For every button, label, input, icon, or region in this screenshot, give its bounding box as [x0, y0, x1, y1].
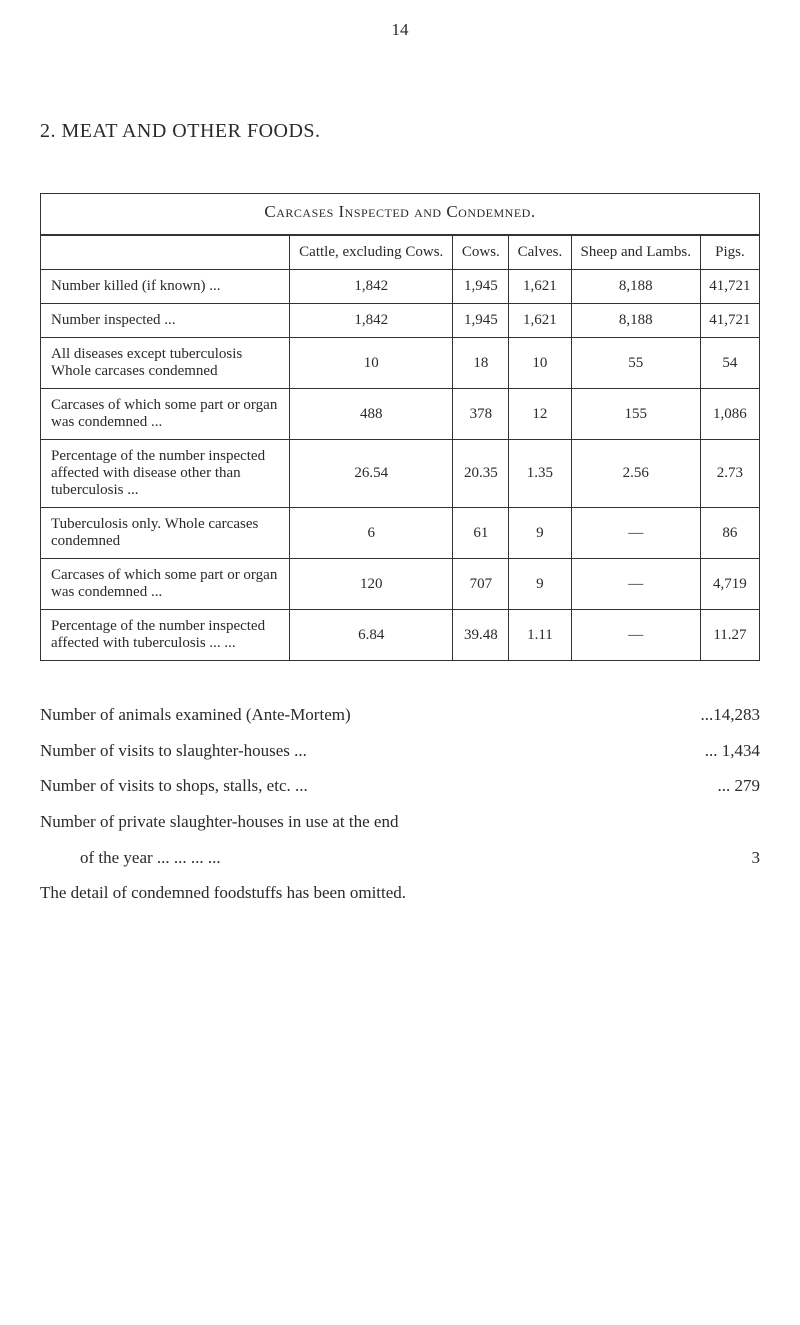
- summary-value: ... 1,434: [690, 733, 760, 769]
- col-header-pigs: Pigs.: [700, 236, 759, 270]
- cell: 10: [509, 338, 571, 389]
- cell: 120: [290, 559, 453, 610]
- summary-label: Number of animals examined (Ante-Mortem): [40, 697, 690, 733]
- cell: 12: [509, 389, 571, 440]
- cell: 1,086: [700, 389, 759, 440]
- cell: 4,719: [700, 559, 759, 610]
- row-label: Carcases of which some part or organ was…: [41, 389, 290, 440]
- cell: 39.48: [453, 610, 509, 661]
- summary-row: Number of animals examined (Ante-Mortem)…: [40, 697, 760, 733]
- cell: 707: [453, 559, 509, 610]
- cell: 488: [290, 389, 453, 440]
- table-row: Number killed (if known) ...1,8421,9451,…: [41, 270, 760, 304]
- cell: 18: [453, 338, 509, 389]
- row-label: Number killed (if known) ...: [41, 270, 290, 304]
- table-row: Percentage of the number in­spected affe…: [41, 440, 760, 508]
- carcases-table: Cattle, excluding Cows. Cows. Calves. Sh…: [40, 235, 760, 661]
- row-label: Number inspected ...: [41, 304, 290, 338]
- cell: 2.56: [571, 440, 700, 508]
- summary-row: The detail of condemned foodstuffs has b…: [40, 875, 760, 911]
- page-number: 14: [40, 20, 760, 40]
- table-row: Carcases of which some part or organ was…: [41, 559, 760, 610]
- summary-row: Number of private slaughter-houses in us…: [40, 804, 760, 840]
- table-row: Carcases of which some part or organ was…: [41, 389, 760, 440]
- cell: 9: [509, 508, 571, 559]
- summary-row: of the year ... ... ... ...3: [40, 840, 760, 876]
- cell: 1.35: [509, 440, 571, 508]
- section-title: 2. MEAT AND OTHER FOODS.: [40, 120, 760, 143]
- summary-label: of the year ... ... ... ...: [40, 840, 690, 876]
- col-header-cows: Cows.: [453, 236, 509, 270]
- col-header-calves: Calves.: [509, 236, 571, 270]
- col-header-sheep: Sheep and Lambs.: [571, 236, 700, 270]
- cell: 1,945: [453, 304, 509, 338]
- cell: 55: [571, 338, 700, 389]
- table-row: All diseases except tuberculosis Whole c…: [41, 338, 760, 389]
- cell: 41,721: [700, 270, 759, 304]
- col-header-blank: [41, 236, 290, 270]
- cell: 20.35: [453, 440, 509, 508]
- cell: 41,721: [700, 304, 759, 338]
- table-row: Percentage of the number in­spected affe…: [41, 610, 760, 661]
- cell: 155: [571, 389, 700, 440]
- table-row: Number inspected ...1,8421,9451,6218,188…: [41, 304, 760, 338]
- cell: 1.11: [509, 610, 571, 661]
- summary-value: ...14,283: [690, 697, 760, 733]
- cell: 1,945: [453, 270, 509, 304]
- cell: 9: [509, 559, 571, 610]
- table-row: Tuberculosis only. Whole carcases condem…: [41, 508, 760, 559]
- row-label: Carcases of which some part or organ was…: [41, 559, 290, 610]
- summary-value: ... 279: [690, 768, 760, 804]
- cell: 61: [453, 508, 509, 559]
- cell: 8,188: [571, 304, 700, 338]
- summary-label: The detail of condemned foodstuffs has b…: [40, 875, 760, 911]
- cell: 86: [700, 508, 759, 559]
- table-caption: Carcases Inspected and Condemned.: [40, 193, 760, 235]
- cell: 26.54: [290, 440, 453, 508]
- row-label: Percentage of the number in­spected affe…: [41, 440, 290, 508]
- cell: 1,621: [509, 270, 571, 304]
- cell: 11.27: [700, 610, 759, 661]
- cell: 10: [290, 338, 453, 389]
- cell: 8,188: [571, 270, 700, 304]
- summary-value: 3: [690, 840, 760, 876]
- cell: —: [571, 610, 700, 661]
- cell: 2.73: [700, 440, 759, 508]
- summary-label: Number of visits to shops, stalls, etc. …: [40, 768, 690, 804]
- summary-row: Number of visits to shops, stalls, etc. …: [40, 768, 760, 804]
- row-label: Percentage of the number in­spected affe…: [41, 610, 290, 661]
- cell: —: [571, 559, 700, 610]
- cell: —: [571, 508, 700, 559]
- cell: 54: [700, 338, 759, 389]
- row-label: Tuberculosis only. Whole carcases condem…: [41, 508, 290, 559]
- summary-label: Number of private slaughter-houses in us…: [40, 804, 760, 840]
- cell: 1,621: [509, 304, 571, 338]
- cell: 1,842: [290, 304, 453, 338]
- summary-block: Number of animals examined (Ante-Mortem)…: [40, 697, 760, 911]
- col-header-cattle: Cattle, excluding Cows.: [290, 236, 453, 270]
- summary-row: Number of visits to slaughter-houses ...…: [40, 733, 760, 769]
- cell: 6.84: [290, 610, 453, 661]
- row-label: All diseases except tuberculosis Whole c…: [41, 338, 290, 389]
- cell: 378: [453, 389, 509, 440]
- cell: 6: [290, 508, 453, 559]
- summary-label: Number of visits to slaughter-houses ...: [40, 733, 690, 769]
- cell: 1,842: [290, 270, 453, 304]
